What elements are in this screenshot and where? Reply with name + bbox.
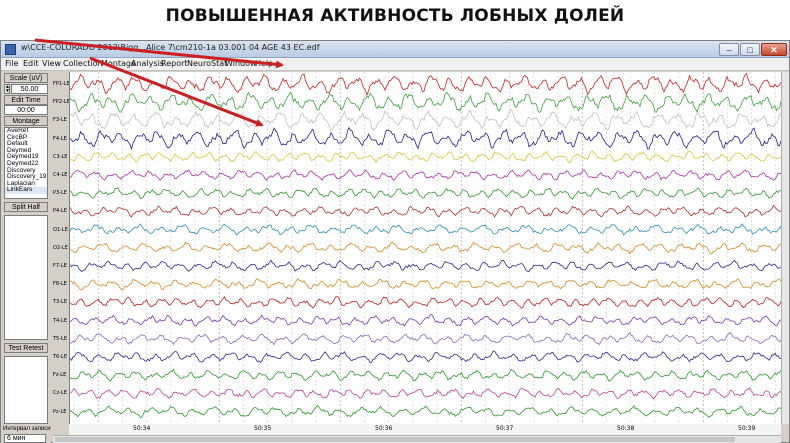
menu-window[interactable]: Window [225, 59, 257, 68]
channel-label: T4-LE [53, 317, 67, 324]
channel-label: C4-LE [53, 172, 68, 178]
channel-label: P4-LE [53, 208, 67, 215]
eeg-trace-c4-le [70, 169, 782, 181]
eeg-trace-f4-le [70, 126, 782, 151]
eeg-trace-f3-le [70, 108, 782, 131]
maximize-button[interactable]: □ [740, 43, 760, 56]
eeg-trace-t6-le [70, 350, 782, 364]
menu-edit[interactable]: Edit [23, 59, 39, 68]
horizontal-scrollbar[interactable] [53, 435, 781, 443]
scrollbar-thumb[interactable] [55, 437, 735, 442]
channel-label: C3-LE [53, 153, 68, 160]
channel-label: Cz-LE [53, 390, 67, 397]
channel-label: Pz-LE [53, 408, 67, 415]
menu-file[interactable]: File [5, 59, 19, 68]
menu-help[interactable]: Help [255, 59, 274, 68]
eeg-trace-p3-le [70, 187, 782, 200]
eeg-trace-t5-le [70, 331, 782, 346]
montage-option[interactable]: Deymed [7, 146, 32, 154]
channel-label: Fz-LE [53, 372, 67, 379]
eeg-trace-fz-le [70, 368, 782, 382]
time-tick-label: 50:38 [617, 425, 635, 432]
menu-report[interactable]: Report [161, 59, 188, 68]
channel-label: T5-LE [53, 335, 67, 342]
channel-label: O1-LE [53, 226, 68, 233]
record-interval-label: Интервал записи [3, 426, 51, 432]
page-caption: ПОВЫШЕННАЯ АКТИВНОСТЬ ЛОБНЫХ ДОЛЕЙ [165, 6, 625, 26]
title-bar[interactable]: w\CCE-COLORADO 2013\Bigg...Alice 7\cm210… [1, 41, 789, 58]
vertical-scrollbar[interactable] [781, 72, 789, 424]
eeg-trace-p4-le [70, 204, 782, 218]
menu-analysis[interactable]: Analysis [131, 59, 164, 68]
eeg-trace-t3-le [70, 295, 782, 309]
time-axis: 50:34 50:35 50:36 50:37 50:38 50:39 [69, 424, 781, 435]
edit-time-input[interactable]: 00:00 [4, 105, 48, 115]
eeg-trace-f7-le [70, 259, 782, 273]
montage-option[interactable]: CircBP [7, 133, 28, 141]
channel-label: F8-LE [53, 281, 67, 288]
eeg-plot[interactable] [69, 72, 782, 424]
montage-option[interactable]: Deymed19 [7, 153, 39, 161]
channel-label: T3-LE [53, 299, 67, 306]
split-half-panel [4, 215, 48, 340]
window-title: w\CCE-COLORADO 2013\Bigg...Alice 7\cm210… [21, 43, 320, 52]
channel-label: F4-LE [53, 135, 67, 142]
eeg-trace-pz-le [70, 404, 782, 419]
montage-option[interactable]: Deymed22 [7, 159, 39, 167]
eeg-trace-fp2-le [70, 91, 782, 114]
menu-bar: File Edit View Collection Montage Analys… [1, 58, 789, 71]
menu-view[interactable]: View [42, 59, 61, 68]
control-sidebar: Scale (uV) ▲ ▼ 50.00 Edit Time 00:00 Mont… [1, 72, 51, 443]
channel-label: F7-LE [53, 263, 67, 269]
montage-option[interactable]: AveRef [7, 127, 29, 134]
montage-option[interactable]: Default [7, 140, 28, 148]
scale-input[interactable]: 50.00 [11, 84, 48, 94]
channel-label: T6-LE [53, 354, 67, 360]
time-tick-label: 50:39 [738, 425, 756, 432]
test-retest-panel [4, 356, 48, 424]
channel-labels: FP1-LE FP2-LE F3-LE F4-LE C3-LE C4-LE P3-LE P4-… [51, 72, 70, 424]
montage-label: Montage [4, 116, 48, 126]
edit-time-label: Edit Time [4, 95, 48, 105]
channel-label: FP2-LE [53, 99, 70, 106]
time-tick-label: 50:37 [496, 425, 514, 432]
eeg-trace-fp1-le [70, 72, 782, 97]
eeg-trace-o1-le [70, 223, 782, 236]
montage-option-selected[interactable]: LinkEars [5, 187, 47, 194]
app-icon [5, 44, 16, 55]
close-button[interactable]: ✕ [761, 43, 787, 56]
test-retest-button[interactable]: Test Retest [4, 343, 48, 353]
eeg-trace-o2-le [70, 241, 782, 255]
time-tick-label: 50:35 [254, 425, 272, 432]
minimize-button[interactable]: – [719, 43, 739, 56]
split-half-button[interactable]: Split Half [4, 202, 48, 212]
montage-option[interactable]: Laplacian [7, 179, 35, 187]
record-interval-select[interactable]: 6 мин [4, 434, 46, 443]
eeg-traces [70, 72, 782, 424]
time-tick-label: 50:34 [133, 425, 151, 432]
channel-label: P3-LE [53, 190, 67, 197]
montage-option[interactable]: Discovery_19 [7, 173, 47, 181]
channel-label: F3-LE [53, 117, 67, 124]
channel-label: O2-LE [53, 244, 68, 251]
montage-list[interactable]: AveRef CircBP Default Deymed Deymed19 De… [4, 127, 48, 199]
channel-label: FP1-LE [53, 81, 70, 87]
menu-collection[interactable]: Collection [63, 59, 103, 68]
eeg-trace-t4-le [70, 314, 782, 327]
app-window: w\CCE-COLORADO 2013\Bigg...Alice 7\cm210… [0, 40, 790, 443]
eeg-trace-cz-le [70, 387, 782, 400]
scale-label: Scale (uV) [4, 73, 48, 83]
menu-neurostat[interactable]: NeuroStat [187, 59, 228, 68]
montage-option[interactable]: Discovery [7, 166, 36, 174]
eeg-trace-f8-le [70, 278, 782, 291]
scale-spinner-icon[interactable]: ▲ ▼ [4, 84, 10, 94]
eeg-trace-c3-le [70, 150, 782, 164]
time-tick-label: 50:36 [375, 425, 393, 432]
